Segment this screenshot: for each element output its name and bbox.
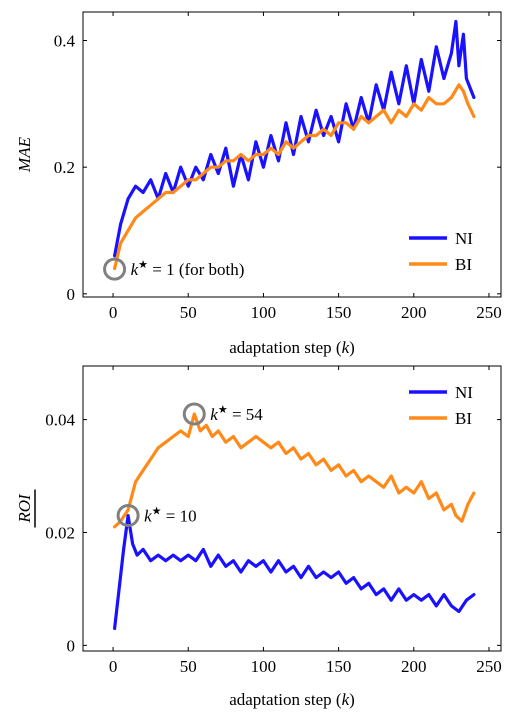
- x-tick-label: 200: [401, 303, 427, 322]
- x-tick-label: 50: [180, 657, 197, 676]
- x-axis-label: adaptation step (k): [229, 338, 355, 357]
- y-tick-label: 0.4: [54, 32, 76, 51]
- x-tick-label: 50: [180, 303, 197, 322]
- x-tick-label: 150: [326, 657, 352, 676]
- optimum-marker: [182, 402, 206, 426]
- series-line-ni: [112, 19, 476, 258]
- plot-frame: [82, 365, 502, 652]
- chart-panel-2: 0 50 100 150 200 250 0 0.02 0.04 adaptation step …: [15, 365, 502, 709]
- series-line-ni: [112, 513, 476, 631]
- annotation-label: k★ = 1 (for both): [131, 259, 245, 279]
- y-tick-label: 0.02: [45, 523, 75, 542]
- x-axis-label: adaptation step (k): [229, 690, 355, 709]
- annotation-label: k★ = 54: [210, 404, 263, 424]
- x-tick-label: 200: [401, 657, 427, 676]
- x-tick-label: 250: [476, 303, 502, 322]
- legend-label-ni: NI: [455, 229, 473, 248]
- legend-label-bi: BI: [455, 255, 472, 274]
- y-tick-label: 0.04: [45, 411, 75, 430]
- x-tick-label: 0: [109, 303, 118, 322]
- plot-frame: [82, 11, 502, 298]
- x-tick-label: 250: [476, 657, 502, 676]
- optimum-marker: [116, 504, 140, 528]
- x-tick-label: 100: [251, 657, 277, 676]
- legend-label-bi: BI: [455, 409, 472, 428]
- legend-label-ni: NI: [455, 383, 473, 402]
- y-tick-label: 0: [67, 636, 76, 655]
- y-tick-label: 0.2: [54, 158, 75, 177]
- y-axis-label: ROI: [15, 493, 34, 524]
- series-line-bi: [112, 83, 476, 271]
- x-tick-label: 0: [109, 657, 118, 676]
- annotation-label: k★ = 10: [144, 506, 197, 526]
- x-tick-label: 150: [326, 303, 352, 322]
- y-axis-label: MAE: [15, 136, 34, 173]
- x-tick-label: 100: [251, 303, 277, 322]
- y-tick-label: 0: [67, 285, 76, 304]
- chart-panel-1: 0 50 100 150 200 250 0 0.2 0.4 adaptation step (k…: [15, 11, 502, 357]
- series-line-bi: [112, 412, 476, 529]
- optimum-marker: [103, 257, 127, 281]
